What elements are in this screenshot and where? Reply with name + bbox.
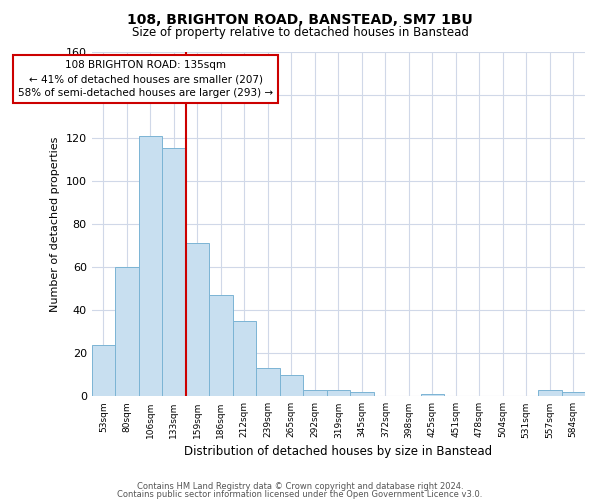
- Bar: [421, 394, 444, 396]
- Bar: [538, 390, 562, 396]
- Bar: [326, 390, 350, 396]
- Bar: [185, 244, 209, 396]
- Y-axis label: Number of detached properties: Number of detached properties: [50, 136, 60, 312]
- Bar: [350, 392, 374, 396]
- Text: 108 BRIGHTON ROAD: 135sqm
← 41% of detached houses are smaller (207)
58% of semi: 108 BRIGHTON ROAD: 135sqm ← 41% of detac…: [18, 60, 273, 98]
- Bar: [162, 148, 185, 396]
- Bar: [233, 321, 256, 396]
- Bar: [92, 344, 115, 397]
- Bar: [209, 295, 233, 396]
- Bar: [562, 392, 585, 396]
- Bar: [256, 368, 280, 396]
- Bar: [303, 390, 326, 396]
- Text: 108, BRIGHTON ROAD, BANSTEAD, SM7 1BU: 108, BRIGHTON ROAD, BANSTEAD, SM7 1BU: [127, 12, 473, 26]
- Text: Size of property relative to detached houses in Banstead: Size of property relative to detached ho…: [131, 26, 469, 39]
- Bar: [280, 375, 303, 396]
- Bar: [115, 267, 139, 396]
- X-axis label: Distribution of detached houses by size in Banstead: Distribution of detached houses by size …: [184, 444, 493, 458]
- Text: Contains public sector information licensed under the Open Government Licence v3: Contains public sector information licen…: [118, 490, 482, 499]
- Text: Contains HM Land Registry data © Crown copyright and database right 2024.: Contains HM Land Registry data © Crown c…: [137, 482, 463, 491]
- Bar: [139, 136, 162, 396]
